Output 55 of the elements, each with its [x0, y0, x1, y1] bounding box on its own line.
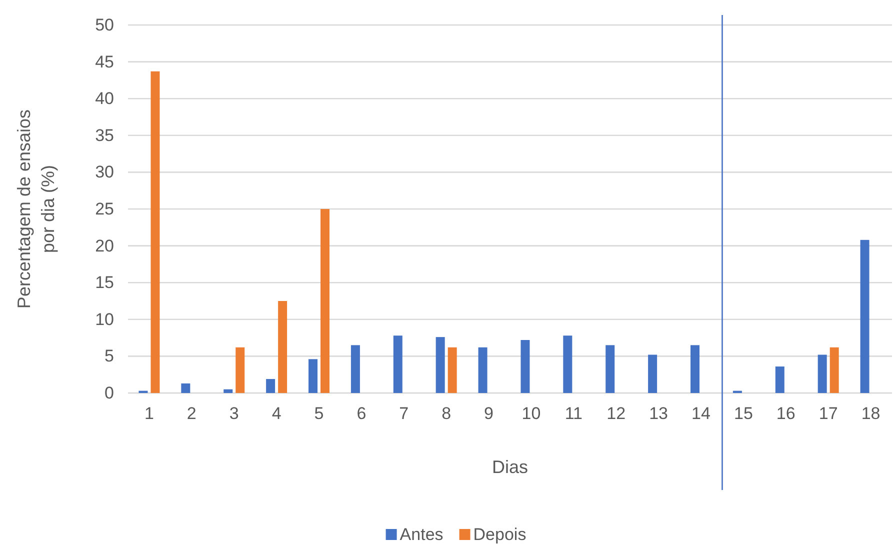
bar — [775, 366, 784, 393]
bar — [393, 336, 402, 393]
bar — [478, 347, 488, 393]
y-tick-label: 35 — [95, 126, 114, 145]
y-tick-label: 30 — [95, 162, 114, 182]
y-tick-label: 20 — [95, 236, 114, 256]
x-tick-label: 4 — [272, 404, 282, 424]
bar — [520, 340, 530, 393]
bar — [690, 345, 700, 393]
x-axis-title: Dias — [492, 457, 528, 477]
y-tick-label: 5 — [104, 346, 114, 366]
x-tick-label: 9 — [484, 404, 494, 424]
x-tick-label: 1 — [144, 404, 154, 424]
x-tick-label: 15 — [734, 404, 753, 424]
legend-label: Antes — [400, 525, 444, 544]
x-tick-label: 3 — [229, 404, 239, 424]
bar — [308, 359, 318, 393]
x-tick-label: 18 — [861, 404, 880, 424]
bar — [436, 337, 445, 393]
y-tick-label: 45 — [95, 52, 114, 72]
y-tick-label: 10 — [95, 310, 114, 329]
bar — [818, 354, 827, 393]
bar — [320, 209, 330, 393]
x-tick-label: 8 — [442, 404, 452, 424]
bar — [224, 389, 233, 393]
y-tick-label: 50 — [95, 15, 114, 34]
bar — [448, 347, 457, 393]
bar — [830, 347, 839, 393]
legend-label: Depois — [473, 525, 526, 544]
x-tick-label: 11 — [564, 404, 582, 424]
y-axis-title: Percentagem de ensaios por dia (%) — [14, 109, 58, 309]
bar — [648, 354, 658, 393]
x-tick-label: 12 — [606, 404, 626, 424]
x-tick-label: 14 — [692, 404, 710, 424]
bar — [266, 379, 276, 393]
x-tick-label: 7 — [399, 404, 409, 424]
x-tick-label: 5 — [314, 404, 324, 424]
bar — [350, 345, 360, 393]
bar — [606, 345, 615, 393]
y-tick-label: 40 — [95, 89, 114, 108]
y-tick-label: 25 — [95, 199, 114, 218]
x-tick-label: 6 — [356, 404, 366, 424]
bar — [181, 383, 190, 393]
y-tick-label: 15 — [95, 273, 114, 292]
x-tick-label: 10 — [522, 404, 541, 424]
bar — [278, 301, 288, 393]
x-tick-label: 2 — [186, 404, 196, 424]
x-tick-label: 16 — [776, 404, 796, 424]
bar — [563, 336, 572, 393]
x-tick-label: 13 — [649, 404, 668, 424]
y-tick-label: 0 — [104, 383, 114, 402]
bar — [150, 71, 160, 393]
bar — [860, 240, 870, 393]
x-tick-label: 17 — [818, 404, 838, 424]
bar — [236, 347, 245, 393]
